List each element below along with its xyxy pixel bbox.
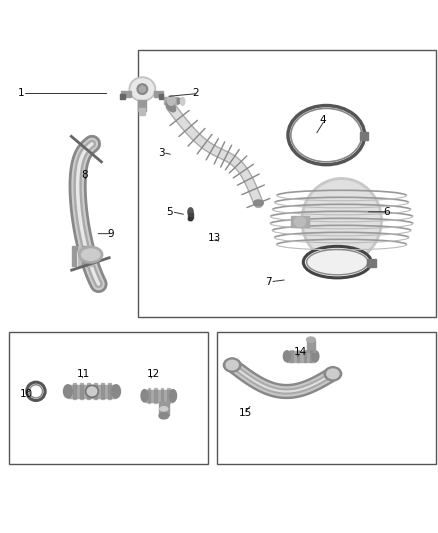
Ellipse shape: [170, 390, 177, 402]
Bar: [291, 216, 309, 227]
Text: 4: 4: [320, 115, 326, 125]
Bar: [94, 383, 97, 399]
Ellipse shape: [160, 407, 168, 411]
Bar: [159, 94, 163, 99]
Text: 13: 13: [208, 233, 221, 243]
Bar: [120, 94, 125, 99]
Ellipse shape: [307, 337, 315, 342]
Ellipse shape: [304, 181, 379, 260]
Text: 3: 3: [158, 148, 164, 158]
Bar: [139, 108, 145, 115]
Ellipse shape: [312, 351, 319, 362]
Bar: [72, 246, 76, 265]
Ellipse shape: [141, 390, 148, 402]
Bar: [138, 50, 436, 317]
Ellipse shape: [166, 101, 176, 112]
Bar: [9, 332, 208, 464]
Bar: [121, 91, 131, 97]
Ellipse shape: [78, 246, 102, 263]
Text: 10: 10: [20, 389, 33, 399]
Ellipse shape: [129, 77, 155, 101]
Text: 2: 2: [193, 88, 199, 99]
Ellipse shape: [27, 382, 45, 400]
Ellipse shape: [131, 79, 154, 99]
Ellipse shape: [254, 200, 263, 206]
Bar: [87, 383, 90, 399]
Ellipse shape: [188, 208, 193, 216]
Text: 9: 9: [107, 229, 114, 239]
Bar: [108, 383, 111, 399]
Ellipse shape: [112, 385, 120, 398]
Bar: [101, 383, 104, 399]
Ellipse shape: [301, 178, 382, 263]
Bar: [297, 350, 299, 362]
Bar: [154, 388, 157, 403]
Ellipse shape: [64, 385, 72, 398]
Ellipse shape: [188, 217, 193, 221]
Bar: [367, 259, 376, 268]
Bar: [145, 390, 173, 402]
Text: 1: 1: [18, 88, 24, 99]
Bar: [304, 350, 306, 362]
Bar: [177, 98, 183, 103]
Bar: [88, 246, 92, 265]
Bar: [188, 213, 193, 219]
Bar: [78, 246, 81, 265]
Ellipse shape: [29, 385, 42, 398]
Bar: [154, 91, 163, 97]
Bar: [307, 340, 315, 352]
Text: 6: 6: [383, 207, 390, 217]
Text: 5: 5: [166, 207, 173, 217]
Circle shape: [137, 84, 148, 94]
Ellipse shape: [226, 360, 238, 370]
Bar: [159, 402, 169, 415]
Bar: [217, 332, 436, 464]
Bar: [83, 246, 87, 265]
Bar: [80, 383, 83, 399]
Ellipse shape: [324, 367, 342, 381]
Bar: [164, 96, 178, 104]
Bar: [167, 388, 170, 403]
Bar: [310, 350, 312, 362]
Text: 8: 8: [81, 169, 88, 180]
Ellipse shape: [294, 217, 306, 227]
Text: 15: 15: [239, 408, 252, 418]
Text: 7: 7: [265, 277, 272, 287]
Bar: [360, 132, 368, 140]
Bar: [73, 383, 76, 399]
Ellipse shape: [327, 369, 339, 378]
Ellipse shape: [303, 246, 371, 278]
Ellipse shape: [167, 96, 175, 106]
Text: 12: 12: [147, 369, 160, 379]
Ellipse shape: [85, 385, 99, 398]
Text: 11: 11: [77, 369, 90, 379]
Bar: [148, 388, 150, 403]
Ellipse shape: [283, 351, 290, 362]
Ellipse shape: [81, 249, 100, 260]
Bar: [290, 350, 293, 362]
Text: 14: 14: [293, 347, 307, 357]
Bar: [287, 351, 315, 361]
Ellipse shape: [223, 358, 241, 372]
Bar: [138, 100, 146, 111]
Bar: [68, 385, 116, 398]
Ellipse shape: [180, 98, 185, 106]
Ellipse shape: [87, 387, 97, 395]
Circle shape: [139, 86, 145, 92]
Bar: [161, 388, 163, 403]
Ellipse shape: [159, 413, 169, 419]
